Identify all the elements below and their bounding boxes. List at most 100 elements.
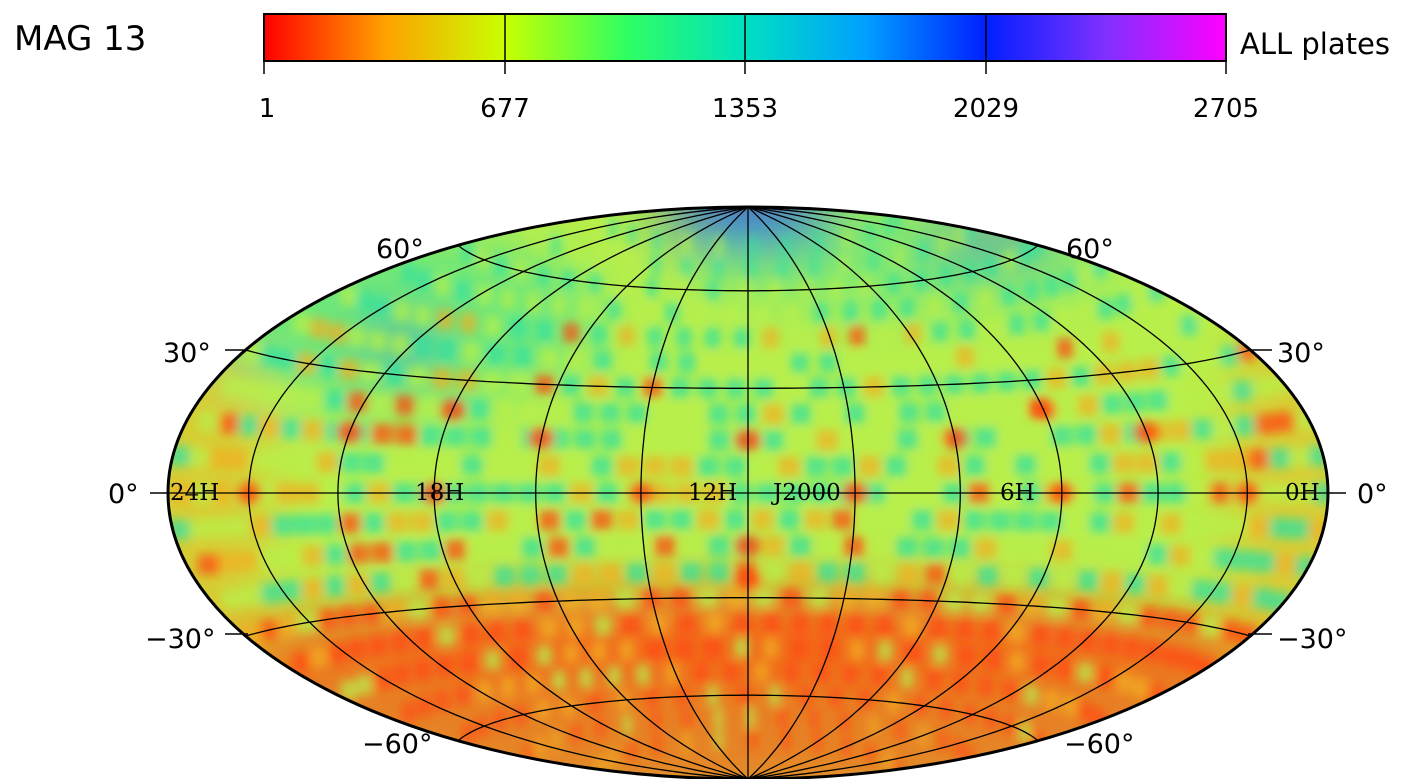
plate-tile	[681, 562, 702, 583]
plate-tile	[874, 615, 893, 636]
plate-tile	[1024, 684, 1038, 705]
ra-label: 18H	[415, 480, 464, 506]
plate-tile	[644, 509, 666, 530]
plate-tile	[391, 631, 409, 652]
plate-tile	[302, 578, 323, 598]
plate-tile	[574, 429, 596, 450]
plate-tile	[847, 614, 865, 635]
plate-tile	[1169, 545, 1191, 566]
plate-tile	[1180, 650, 1198, 671]
plate-tile	[1182, 451, 1205, 472]
plate-tile	[1146, 544, 1168, 565]
plate-tile	[526, 673, 540, 694]
plate-tile	[347, 543, 370, 564]
plate-tile	[535, 737, 544, 757]
plate-tile	[280, 547, 302, 568]
plate-tile	[599, 402, 621, 423]
plate-tile	[564, 455, 587, 476]
plate-tile	[911, 510, 934, 531]
plate-tile	[1056, 307, 1072, 328]
plate-tile	[869, 715, 878, 736]
plate-tile	[538, 455, 560, 476]
plate-tile	[1044, 276, 1059, 297]
plate-tile	[596, 756, 604, 777]
plate-tile	[1075, 424, 1097, 445]
plate-tile	[546, 401, 567, 422]
plate-tile	[923, 537, 945, 558]
plate-tile	[1028, 567, 1049, 588]
plate-tile	[468, 567, 489, 587]
plate-tile	[708, 430, 730, 451]
dec-label-left: 60°	[376, 234, 424, 265]
plate-tile	[1007, 343, 1025, 363]
plate-tile	[784, 662, 798, 683]
parallel-line	[457, 244, 1039, 292]
plate-tile	[1002, 680, 1016, 701]
plate-tile	[1101, 332, 1120, 353]
plate-tile	[1097, 667, 1114, 688]
plate-tile	[1056, 658, 1072, 679]
plate-tile	[362, 512, 385, 533]
plate-tile	[1147, 575, 1168, 596]
plate-tile	[228, 449, 250, 470]
plate-tile	[187, 518, 210, 539]
plate-tile	[418, 569, 439, 590]
plate-tile	[356, 291, 373, 312]
plate-tile	[1182, 514, 1205, 535]
plate-tile	[339, 513, 361, 534]
plate-tile	[1204, 515, 1227, 536]
plate-tile	[762, 328, 779, 349]
plate-tile	[817, 403, 839, 424]
plate-tile	[600, 429, 622, 450]
plate-tile	[869, 250, 878, 271]
plate-tile	[348, 327, 366, 348]
plate-tile	[858, 509, 881, 530]
plate-tile	[607, 666, 621, 686]
plate-tile	[682, 732, 691, 752]
plate-tile	[590, 641, 607, 662]
plate-tile	[746, 707, 755, 728]
plate-tile	[228, 516, 250, 537]
plate-tile	[1169, 577, 1191, 598]
plate-tile	[896, 536, 918, 557]
plate-tile	[386, 453, 409, 474]
plate-tile	[436, 511, 458, 532]
plate-tile	[435, 690, 450, 711]
plate-tile	[626, 562, 648, 583]
plate-tile	[810, 256, 819, 277]
plate-tile	[896, 429, 918, 450]
plate-tile	[455, 280, 470, 301]
plate-tile	[905, 642, 921, 663]
plate-tile	[486, 510, 509, 531]
plate-tile	[949, 537, 971, 558]
plate-tile	[249, 450, 272, 470]
plate-tile	[460, 312, 477, 333]
plate-tile	[590, 456, 613, 477]
plate-tile	[817, 562, 839, 583]
plate-tile	[715, 729, 723, 750]
plate-tile	[356, 674, 373, 695]
plate-tile	[622, 251, 632, 272]
plate-tile	[1251, 588, 1272, 609]
plate-tile	[714, 708, 723, 729]
plate-tile	[872, 665, 886, 686]
plate-tile	[677, 613, 696, 634]
plate-tile	[271, 450, 293, 471]
plate-tile	[328, 642, 346, 663]
plate-tile	[536, 645, 553, 666]
plate-tile	[816, 430, 838, 450]
plate-tile	[978, 289, 993, 310]
plate-tile	[1191, 580, 1212, 600]
plate-tile	[552, 670, 566, 691]
plate-tile	[1009, 314, 1025, 335]
plate-tile	[462, 623, 480, 644]
plate-tile	[540, 618, 558, 639]
plate-tile	[975, 427, 997, 448]
plate-tile	[1274, 554, 1296, 575]
dec-label-right: 0°	[1357, 479, 1388, 510]
plate-tile	[420, 540, 442, 561]
plate-tile	[1064, 511, 1087, 532]
plate-tile	[1079, 264, 1093, 285]
plate-tile	[1247, 516, 1270, 537]
